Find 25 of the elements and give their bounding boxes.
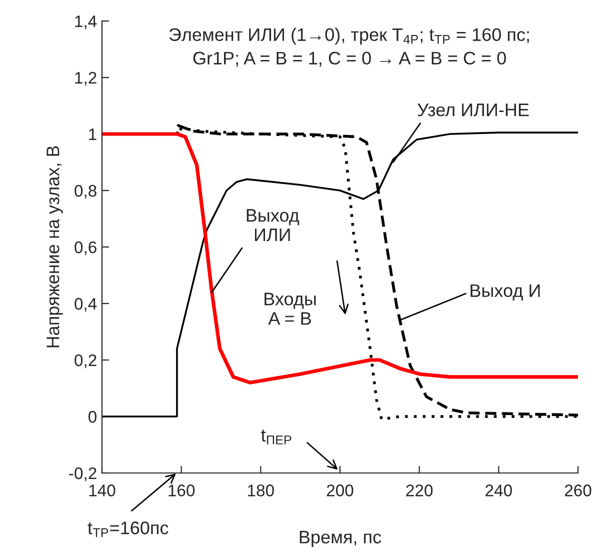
y-tick-label: 1 (89, 128, 96, 140)
y-tick-label: 1,2 (75, 72, 96, 86)
x-tick-label: 220 (406, 484, 433, 496)
y-tick-label: 0 (88, 410, 96, 423)
x-tick-label: 140 (89, 484, 116, 496)
x-tick-label: 160 (168, 484, 195, 496)
x-tick-label: 180 (248, 484, 274, 496)
annotation: Узел ИЛИ-НЕ (418, 104, 529, 116)
x-tick-label: 200 (326, 484, 354, 496)
annotation: Входы A = B (264, 292, 316, 325)
x-axis-title: Время, пс (300, 530, 382, 548)
annotation: Выход ИЛИ (246, 209, 300, 242)
annotation: Выход И (470, 284, 540, 300)
text: Элемент ИЛИ (1→0), трек T$_{4P}$; t$_{ТР}$ = 160 пс; Gr1P; A = B = 1, C = 0 → A = B = C = 0 (169, 28, 529, 67)
y-tick-label: 0,8 (74, 184, 96, 199)
text: t$_{ТР}$=160пс (88, 522, 168, 537)
x-tick-label: 240 (486, 484, 512, 496)
y-tick-label: 1,4 (75, 16, 97, 30)
y-tick-label: 0,2 (74, 354, 96, 368)
y-tick-label: 0,4 (74, 298, 97, 312)
y-axis-title: Напряжение на узлах, В (46, 146, 63, 348)
annotation: t$_{ПЕР}$ (261, 430, 292, 444)
y-tick-label: 0,6 (74, 241, 96, 256)
x-tick-label: 260 (564, 484, 592, 496)
y-tick-label: -0,2 (69, 467, 96, 482)
